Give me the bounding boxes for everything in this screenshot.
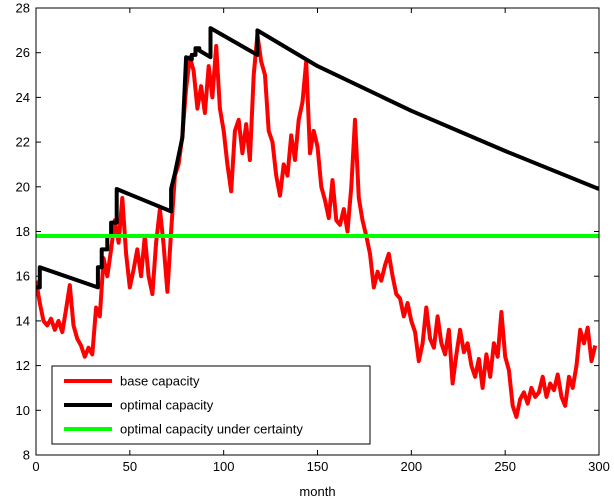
y-tick-label: 26 xyxy=(16,45,30,60)
y-tick-label: 18 xyxy=(16,224,30,239)
x-axis-label: month xyxy=(299,484,335,499)
series-line-base-capacity xyxy=(36,32,598,419)
y-tick-label: 8 xyxy=(23,448,30,463)
legend: base capacity optimal capacity optimal cap… xyxy=(51,365,371,445)
x-tick-label: 100 xyxy=(213,459,235,474)
x-tick-label: 150 xyxy=(307,459,329,474)
y-tick-label: 12 xyxy=(16,358,30,373)
x-tick-label: 50 xyxy=(123,459,137,474)
y-tick-label: 20 xyxy=(16,179,30,194)
ticks: 0 50 100 150 200 250 300 8 10 12 14 16 18 20 22 24 26 28 xyxy=(16,1,610,475)
y-tick-label: 16 xyxy=(16,269,30,284)
x-tick-label: 250 xyxy=(494,459,516,474)
legend-label-base-capacity: base capacity xyxy=(120,374,200,389)
y-tick-label: 22 xyxy=(16,135,30,150)
x-tick-label: 0 xyxy=(32,459,39,474)
series-line-optimal-capacity xyxy=(36,26,599,290)
legend-label-optimal-capacity-under-certainty: optimal capacity under certainty xyxy=(120,422,303,437)
plot-lines xyxy=(36,26,599,419)
y-tick-label: 14 xyxy=(16,313,30,328)
legend-label-optimal-capacity: optimal capacity xyxy=(120,398,214,413)
y-tick-label: 10 xyxy=(16,403,30,418)
y-tick-label: 24 xyxy=(16,90,30,105)
x-tick-label: 300 xyxy=(588,459,610,474)
y-tick-label: 28 xyxy=(16,1,30,16)
x-tick-label: 200 xyxy=(400,459,422,474)
